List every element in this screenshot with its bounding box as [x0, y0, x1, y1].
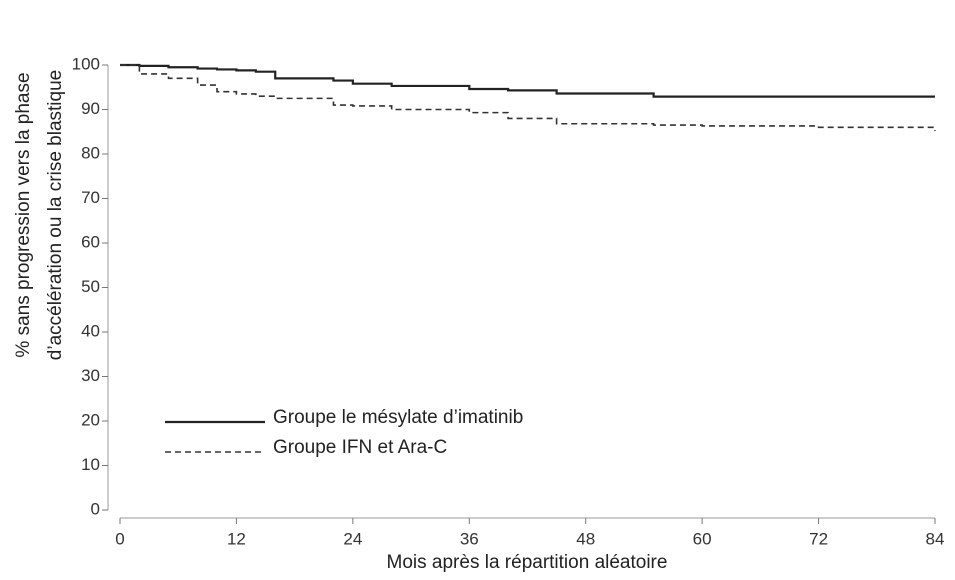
y-tick-label: 70 [81, 188, 100, 207]
survival-curve [120, 63, 935, 98]
y-tick-label: 10 [81, 455, 100, 474]
x-tick-label: 0 [115, 529, 124, 548]
x-axis-label: Mois après la répartition aléatoire [387, 552, 668, 573]
x-tick-label: 72 [809, 529, 828, 548]
y-tick-label: 80 [81, 143, 100, 162]
legend-label: Groupe IFN et Ara-C [273, 437, 447, 458]
x-tick-label: 12 [227, 529, 246, 548]
y-tick-label: 0 [91, 499, 100, 518]
x-tick-label: 24 [343, 529, 362, 548]
x-tick-label: 48 [576, 529, 595, 548]
survival-curve [120, 64, 936, 131]
legend-label: Groupe le mésylate d’imatinib [273, 407, 523, 428]
y-tick-label: 40 [81, 321, 100, 340]
y-axis-label: d’accélération ou la crise blastique [45, 70, 66, 360]
y-tick-label: 30 [81, 366, 100, 385]
y-tick-label: 90 [81, 99, 100, 118]
y-axis-label: % sans progression vers la phase [13, 72, 34, 357]
x-tick-label: 84 [926, 529, 945, 548]
y-tick-label: 20 [81, 410, 100, 429]
x-tick-label: 36 [460, 529, 479, 548]
x-tick-label: 60 [693, 529, 712, 548]
y-tick-label: 100 [72, 54, 100, 73]
y-tick-label: 50 [81, 277, 100, 296]
y-tick-label: 60 [81, 232, 100, 251]
